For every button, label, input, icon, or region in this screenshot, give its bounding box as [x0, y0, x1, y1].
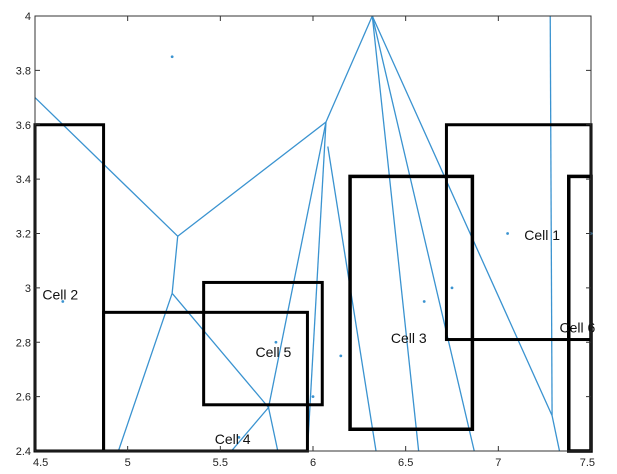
cell-label: Cell 2: [42, 287, 78, 303]
y-tick-label: 2.6: [16, 392, 31, 404]
data-point: [171, 55, 174, 58]
cell-label: Cell 4: [215, 431, 251, 447]
x-tick-label: 6: [310, 457, 316, 469]
data-point: [451, 286, 454, 289]
y-tick-label: 2.8: [16, 337, 31, 349]
x-tick-label: 7: [495, 457, 501, 469]
y-tick-label: 3: [25, 283, 31, 295]
cell-label: Cell 5: [256, 344, 292, 360]
x-tick-label: 4.5: [33, 457, 48, 469]
y-tick-label: 2.4: [16, 446, 31, 458]
cell-label: Cell 6: [559, 319, 595, 335]
y-tick-label: 3.6: [16, 120, 31, 132]
cell-label: Cell 1: [524, 227, 560, 243]
x-tick-label: 5.5: [213, 457, 228, 469]
x-tick-label: 6.5: [398, 457, 413, 469]
y-tick-label: 3.4: [16, 174, 31, 186]
y-tick-label: 3.8: [16, 65, 31, 77]
x-tick-label: 5: [125, 457, 131, 469]
cell-label: Cell 3: [391, 330, 427, 346]
data-point: [423, 300, 426, 303]
y-tick-label: 3.2: [16, 229, 31, 241]
x-tick-label: 7.5: [580, 457, 595, 469]
data-point: [506, 232, 509, 235]
y-tick-label: 4: [25, 11, 31, 23]
data-point: [312, 395, 315, 398]
data-point: [339, 354, 342, 357]
